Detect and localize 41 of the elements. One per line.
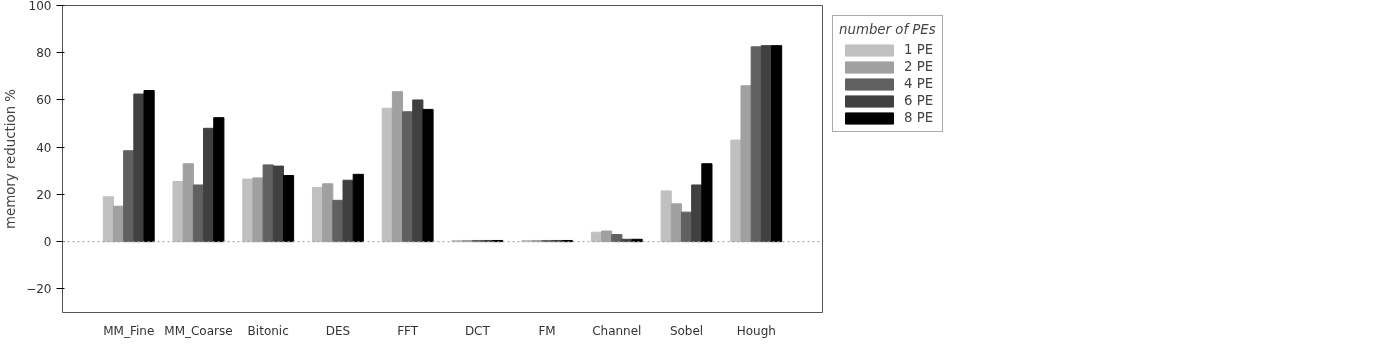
bar: [412, 99, 424, 243]
x-tick-label: DES: [325, 323, 351, 338]
legend-label: 4 PE: [904, 76, 934, 91]
x-tick-label: Channel: [592, 323, 642, 338]
bar: [272, 165, 284, 243]
bar: [771, 45, 783, 243]
bar: [342, 179, 354, 243]
y-axis-title: memory reduction %: [3, 89, 19, 229]
legend-title: number of PEs: [839, 22, 936, 37]
bar: [172, 180, 184, 243]
x-tick-label: Sobel: [669, 323, 704, 338]
bar: [102, 196, 114, 243]
x-tick-label: MM_Fine: [103, 323, 155, 338]
y-tick-label: 0: [43, 235, 52, 250]
bar: [611, 234, 623, 243]
x-tick-label: FM: [538, 323, 556, 338]
legend-label: 6 PE: [904, 93, 934, 108]
bar: [213, 117, 225, 243]
y-tick-label: 40: [36, 140, 52, 155]
y-tick-label: 60: [36, 93, 52, 108]
bar: [282, 175, 295, 243]
bar: [660, 190, 672, 243]
bar: [143, 90, 155, 243]
bar: [701, 163, 713, 243]
x-tick-label: FFT: [397, 323, 419, 338]
y-tick-label: 100: [28, 0, 52, 13]
x-tick-label: DCT: [464, 323, 491, 338]
bar: [730, 139, 742, 243]
bar: [422, 108, 434, 243]
legend-label: 8 PE: [904, 110, 934, 125]
bar: [680, 211, 693, 243]
bar: [262, 164, 274, 243]
y-tick-label: −20: [26, 282, 52, 297]
x-tick-label: MM_Coarse: [164, 323, 233, 338]
bar: [352, 173, 364, 243]
x-tick-label: Bitonic: [247, 323, 289, 338]
y-tick-label: 80: [36, 46, 52, 61]
legend-label: 2 PE: [904, 59, 934, 74]
y-tick-label: 20: [36, 187, 52, 202]
x-tick-label: Hough: [736, 323, 776, 338]
legend-label: 1 PE: [904, 42, 934, 57]
